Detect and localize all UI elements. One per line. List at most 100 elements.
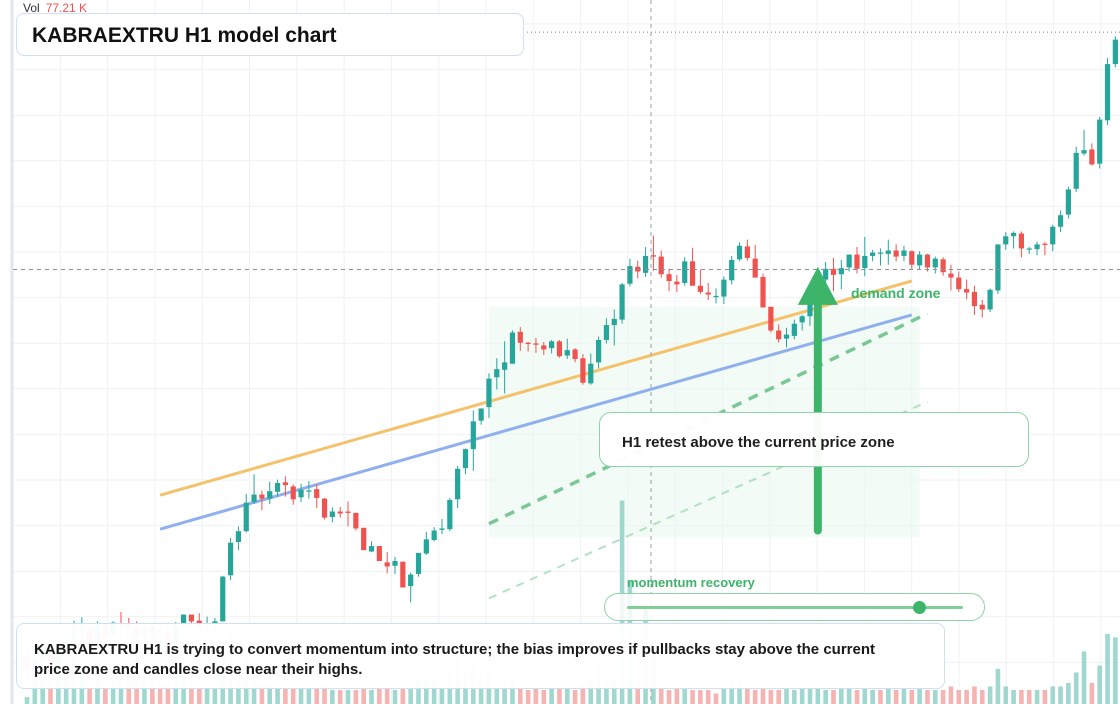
candle bbox=[1073, 146, 1079, 193]
volume-bar bbox=[972, 686, 977, 704]
volume-bar bbox=[557, 686, 562, 704]
volume-bar bbox=[369, 689, 374, 704]
retest-note-panel: H1 retest above the current price zone bbox=[599, 412, 1029, 467]
volume-bar bbox=[940, 689, 946, 704]
candle-body bbox=[830, 268, 837, 275]
volume-bar bbox=[792, 689, 797, 704]
candle-body bbox=[924, 254, 931, 268]
volume-bar bbox=[1026, 689, 1032, 704]
momentum-meter bbox=[604, 593, 985, 621]
volume-bar bbox=[690, 689, 695, 704]
candle-body bbox=[783, 334, 790, 339]
volume-bar bbox=[165, 682, 171, 704]
volume-bar bbox=[1066, 682, 1071, 704]
volume-bar bbox=[737, 682, 742, 704]
candle-body bbox=[345, 511, 351, 513]
candle-body bbox=[1097, 119, 1103, 164]
candle bbox=[1026, 247, 1032, 254]
candle bbox=[658, 250, 664, 278]
candle-body bbox=[627, 266, 633, 284]
candle-body bbox=[376, 546, 382, 562]
candle bbox=[267, 481, 273, 505]
volume-bar bbox=[1113, 637, 1118, 704]
candle bbox=[768, 306, 774, 333]
candle-body bbox=[603, 325, 610, 340]
candle bbox=[595, 336, 602, 369]
candle-body bbox=[1050, 226, 1056, 245]
candle-body bbox=[267, 491, 273, 499]
candle-body bbox=[588, 363, 594, 384]
volume-bar bbox=[807, 686, 813, 704]
candle bbox=[549, 339, 555, 354]
volume-bar bbox=[212, 686, 218, 704]
arrow-head bbox=[797, 266, 838, 305]
volume-bar bbox=[917, 686, 922, 704]
momentum-label: momentum recovery bbox=[627, 575, 755, 590]
candle bbox=[932, 256, 938, 274]
candle bbox=[361, 527, 367, 551]
candle-body bbox=[298, 489, 304, 498]
candle bbox=[572, 348, 578, 363]
candle bbox=[760, 273, 766, 308]
volume-bar bbox=[424, 675, 429, 704]
candle bbox=[1010, 231, 1017, 249]
retest-note-text: H1 retest above the current price zone bbox=[622, 434, 895, 451]
candle bbox=[674, 274, 680, 292]
candle bbox=[298, 483, 304, 503]
candle bbox=[274, 479, 281, 497]
candle-body bbox=[1112, 39, 1118, 65]
candle-body bbox=[619, 284, 625, 320]
volume-bar bbox=[823, 689, 828, 704]
volume-bar bbox=[713, 693, 719, 704]
volume-bar bbox=[48, 675, 53, 704]
candle-body bbox=[1018, 233, 1025, 249]
candle-body bbox=[431, 530, 437, 540]
title-panel: KABRAEXTRU H1 model chart bbox=[16, 13, 524, 56]
volume-bar bbox=[361, 686, 366, 704]
volume-bar bbox=[721, 686, 727, 704]
candle bbox=[650, 235, 656, 271]
volume-bar bbox=[948, 686, 954, 704]
volume-bar bbox=[799, 686, 805, 704]
candle-body bbox=[1010, 232, 1017, 237]
candle-body bbox=[564, 350, 570, 356]
volume-bar bbox=[909, 689, 915, 704]
volume-bar bbox=[298, 686, 304, 704]
candle-body bbox=[580, 358, 586, 383]
candle bbox=[870, 249, 876, 262]
volume-bar bbox=[854, 689, 860, 704]
candle bbox=[235, 526, 242, 551]
candle-body bbox=[181, 614, 187, 624]
summary-panel: KABRAEXTRU H1 is trying to convert momen… bbox=[16, 623, 945, 689]
candle bbox=[588, 353, 594, 385]
candle-body bbox=[1104, 64, 1111, 121]
candle-body bbox=[572, 349, 578, 359]
candle bbox=[1042, 241, 1048, 256]
candle bbox=[1112, 36, 1118, 68]
candle bbox=[455, 466, 461, 509]
candle-body bbox=[1089, 149, 1095, 165]
candle-body bbox=[353, 512, 359, 529]
candle-body bbox=[392, 561, 398, 566]
volume-bar bbox=[306, 686, 312, 704]
candle-body bbox=[877, 252, 884, 254]
candle bbox=[478, 408, 484, 425]
volume-bar bbox=[776, 689, 781, 704]
candle-body bbox=[838, 268, 844, 275]
candle-body bbox=[533, 343, 539, 345]
candle-body bbox=[243, 502, 249, 532]
volume-bar bbox=[478, 675, 484, 704]
volume-bar bbox=[1081, 651, 1087, 704]
candle bbox=[462, 448, 469, 475]
volume-bar bbox=[502, 682, 507, 704]
candle bbox=[987, 288, 993, 313]
candle-body bbox=[235, 531, 242, 543]
volume-bar bbox=[525, 689, 531, 704]
volume-value: 77.21 K bbox=[45, 1, 88, 15]
candle-body bbox=[870, 252, 876, 256]
candle-body bbox=[979, 304, 985, 310]
candle-body bbox=[1026, 248, 1032, 250]
volume-bar bbox=[494, 686, 500, 704]
volume-bar bbox=[1019, 689, 1024, 704]
candle bbox=[1089, 143, 1095, 166]
